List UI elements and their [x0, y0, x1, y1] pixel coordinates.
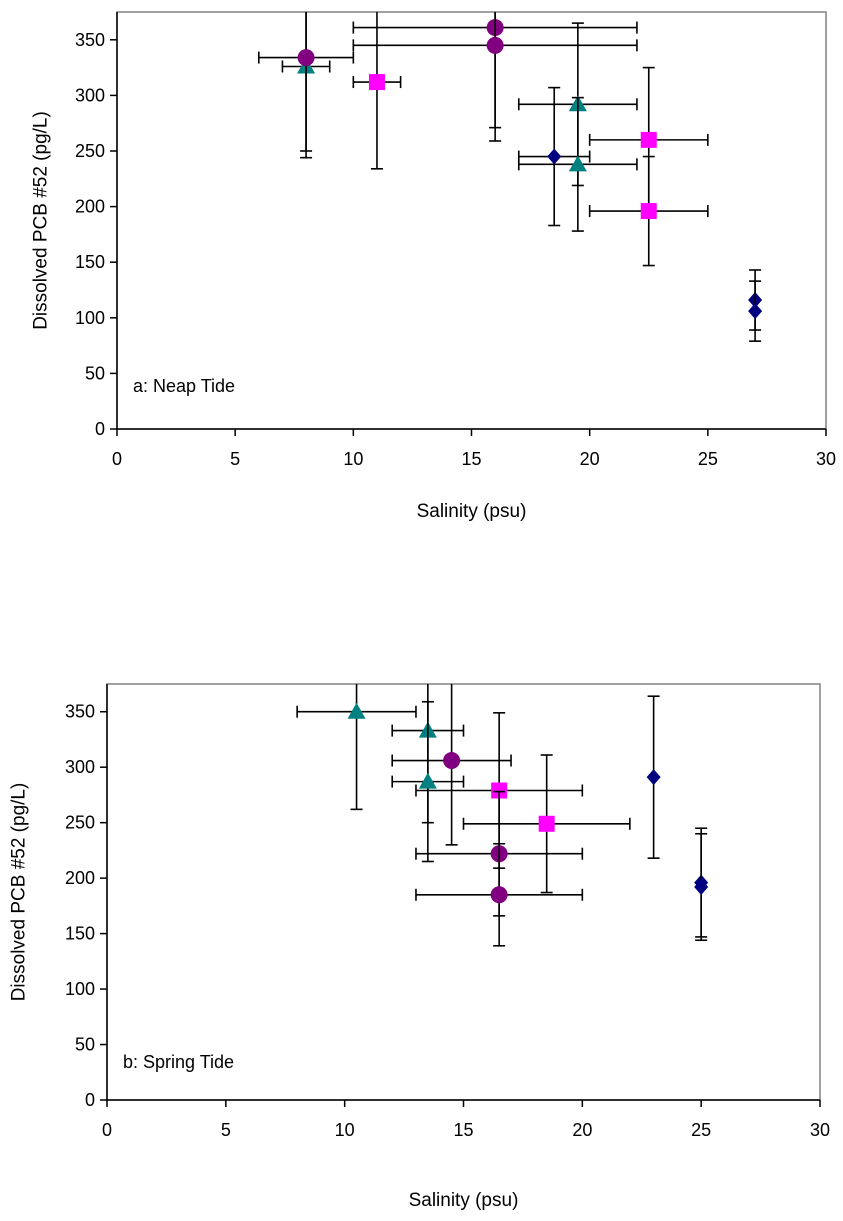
y-tick-label: 300	[75, 85, 105, 105]
x-tick-label: 25	[698, 449, 718, 469]
y-tick-label: 100	[65, 979, 95, 999]
y-tick-label: 300	[65, 757, 95, 777]
plot-area-frame	[106, 683, 821, 1101]
panel-label: a: Neap Tide	[133, 376, 235, 396]
circle-marker	[443, 752, 461, 770]
y-tick-label: 200	[75, 197, 105, 217]
y-tick-label: 350	[75, 30, 105, 50]
y-tick-label: 350	[65, 702, 95, 722]
y-tick-label: 250	[75, 141, 105, 161]
x-tick-label: 15	[453, 1120, 473, 1140]
y-tick-label: 150	[65, 924, 95, 944]
y-tick-label: 150	[75, 252, 105, 272]
diamond-marker	[748, 303, 763, 320]
triangle-marker	[418, 772, 437, 789]
circle-marker	[490, 886, 508, 904]
y-tick-label: 100	[75, 308, 105, 328]
square-marker	[640, 203, 657, 220]
triangle-marker	[568, 155, 587, 172]
axis-ticks	[100, 710, 821, 1107]
x-tick-label: 30	[810, 1120, 830, 1140]
diamond-marker	[547, 148, 562, 165]
square-marker	[538, 815, 555, 832]
circle-marker	[297, 49, 315, 67]
x-tick-label: 10	[335, 1120, 355, 1140]
square-marker	[368, 74, 385, 91]
y-tick-label: 200	[65, 868, 95, 888]
data-marks	[257, 12, 763, 342]
axis-ticks	[110, 39, 827, 436]
diamond-marker	[646, 769, 661, 786]
y-tick-label: 50	[75, 1035, 95, 1055]
x-tick-label: 10	[343, 449, 363, 469]
x-tick-label: 5	[221, 1120, 231, 1140]
x-tick-label: 30	[816, 449, 836, 469]
y-axis-title: Dissolved PCB #52 (pg/L)	[9, 783, 30, 1002]
y-axis-title: Dissolved PCB #52 (pg/L)	[31, 111, 52, 330]
x-tick-label: 15	[461, 449, 481, 469]
data-marks	[296, 684, 709, 947]
y-tick-label: 250	[65, 813, 95, 833]
plot-area-frame	[116, 11, 827, 430]
error-bar	[352, 12, 638, 142]
x-tick-label: 20	[580, 449, 600, 469]
x-tick-label: 0	[102, 1120, 112, 1140]
panel-label: b: Spring Tide	[123, 1052, 234, 1072]
square-marker	[640, 131, 657, 148]
square-marker	[491, 782, 508, 799]
error-bar	[257, 12, 355, 152]
x-axis-title: Salinity (psu)	[417, 501, 527, 522]
x-tick-label: 25	[691, 1120, 711, 1140]
x-tick-label: 5	[230, 449, 240, 469]
circle-marker	[486, 36, 504, 54]
x-axis-title: Salinity (psu)	[409, 1190, 519, 1211]
y-tick-label: 0	[85, 1090, 95, 1110]
y-tick-label: 50	[85, 363, 105, 383]
y-tick-label: 0	[95, 419, 105, 439]
x-tick-label: 20	[572, 1120, 592, 1140]
triangle-marker	[347, 702, 366, 719]
x-tick-label: 0	[112, 449, 122, 469]
error-bar	[352, 12, 402, 170]
diamond-marker	[694, 879, 709, 896]
